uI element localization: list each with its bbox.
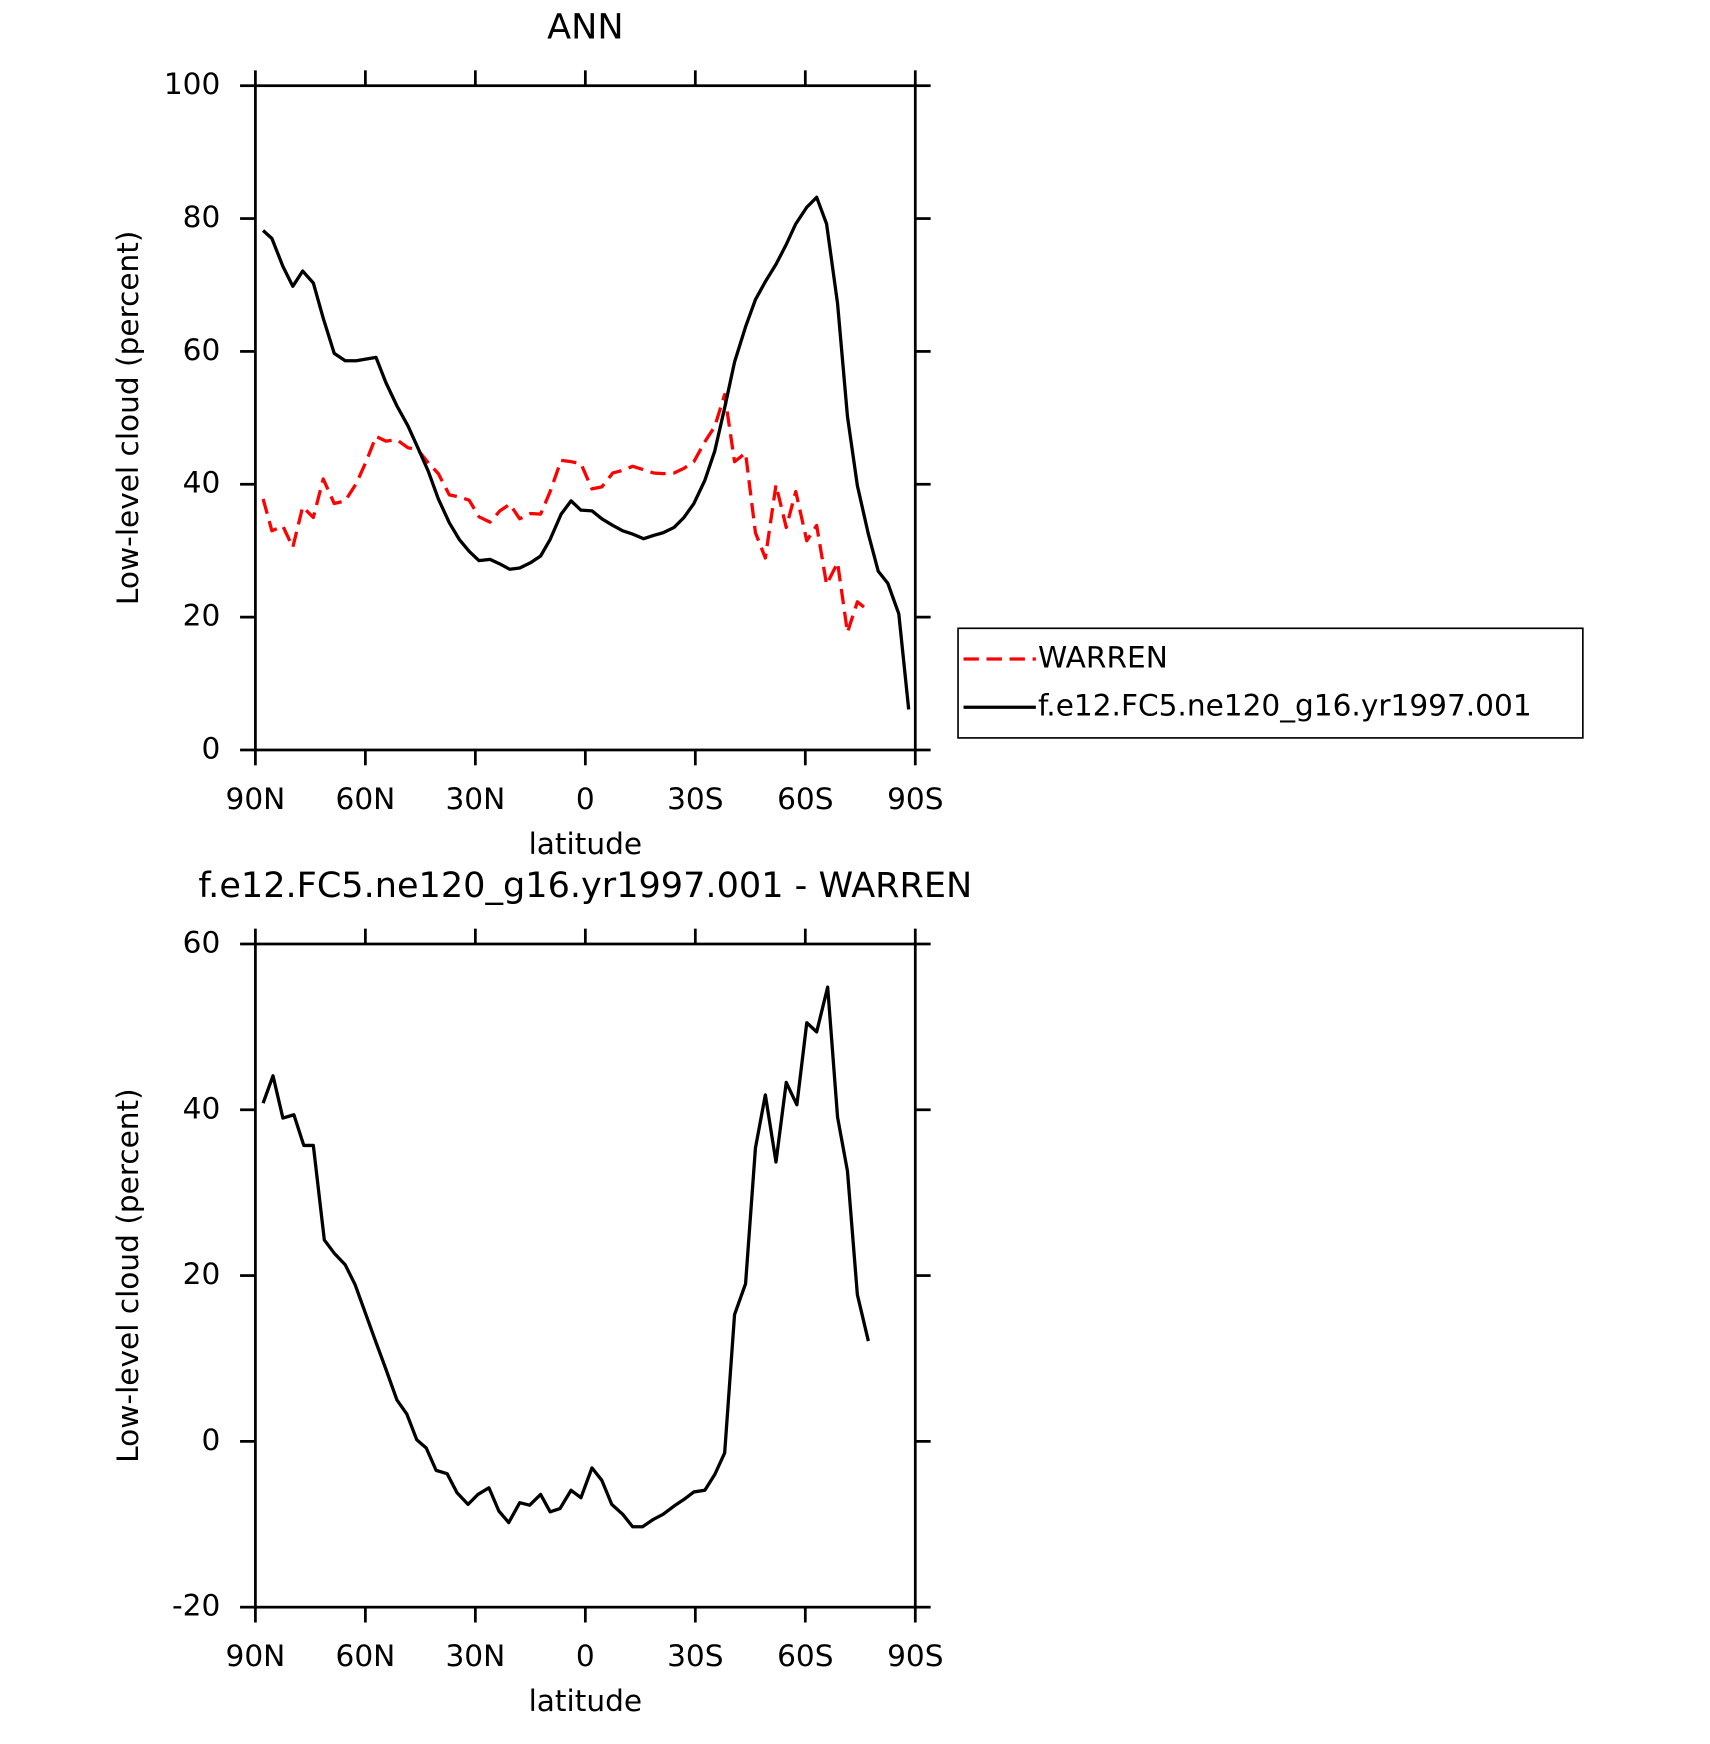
x-tick-label: 30S [667,1639,723,1673]
x-axis-label: latitude [529,1684,642,1718]
x-tick-label: 30N [445,1639,505,1673]
legend-label: WARREN [1038,640,1168,674]
legend-box [957,627,1584,739]
x-tick-label: 90S [887,1639,943,1673]
x-tick-label: 30N [445,782,505,816]
chart-title: f.e12.FC5.ne120_g16.yr1997.001 - WARREN [198,865,972,906]
x-tick-label: 60N [336,782,396,816]
plot-frame [254,84,917,752]
plot-frame [254,942,917,1609]
y-tick-label: 20 [183,599,221,633]
legend-label: f.e12.FC5.ne120_g16.yr1997.001 [1038,689,1532,723]
y-tick-label: -20 [172,1589,220,1623]
y-axis-label: Low-level cloud (percent) [111,1088,145,1463]
y-axis-label: Low-level cloud (percent) [111,231,145,606]
x-tick-label: 60N [336,1639,396,1673]
y-tick-label: 40 [183,466,221,500]
x-tick-label: 60S [777,1639,833,1673]
x-tick-label: 90N [226,782,286,816]
x-tick-label: 0 [576,782,595,816]
y-tick-label: 0 [201,731,220,765]
y-tick-label: 80 [183,200,221,234]
y-tick-label: 40 [183,1091,221,1125]
y-tick-label: 0 [201,1423,220,1457]
x-tick-label: 30S [667,782,723,816]
x-tick-label: 90S [887,782,943,816]
data-line [261,195,911,710]
x-axis-label: latitude [529,827,642,861]
x-tick-label: 0 [576,1639,595,1673]
data-line [261,392,870,635]
x-tick-label: 90N [226,1639,286,1673]
x-tick-label: 60S [777,782,833,816]
y-tick-label: 60 [183,333,221,367]
y-tick-label: 20 [183,1257,221,1291]
y-tick-label: 60 [183,925,221,959]
y-tick-label: 100 [164,67,220,101]
chart-title: ANN [547,7,623,48]
data-line [261,985,870,1529]
